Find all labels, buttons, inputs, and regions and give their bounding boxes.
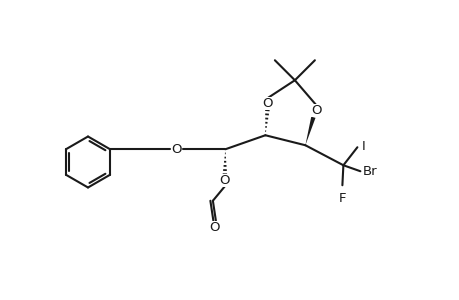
Text: F: F: [338, 192, 345, 205]
Text: I: I: [361, 140, 365, 153]
Text: O: O: [310, 104, 321, 117]
Text: O: O: [209, 221, 219, 234]
Text: Br: Br: [362, 165, 377, 178]
Polygon shape: [305, 117, 315, 145]
Text: O: O: [219, 174, 230, 187]
Text: O: O: [262, 97, 272, 110]
Text: O: O: [171, 143, 181, 156]
